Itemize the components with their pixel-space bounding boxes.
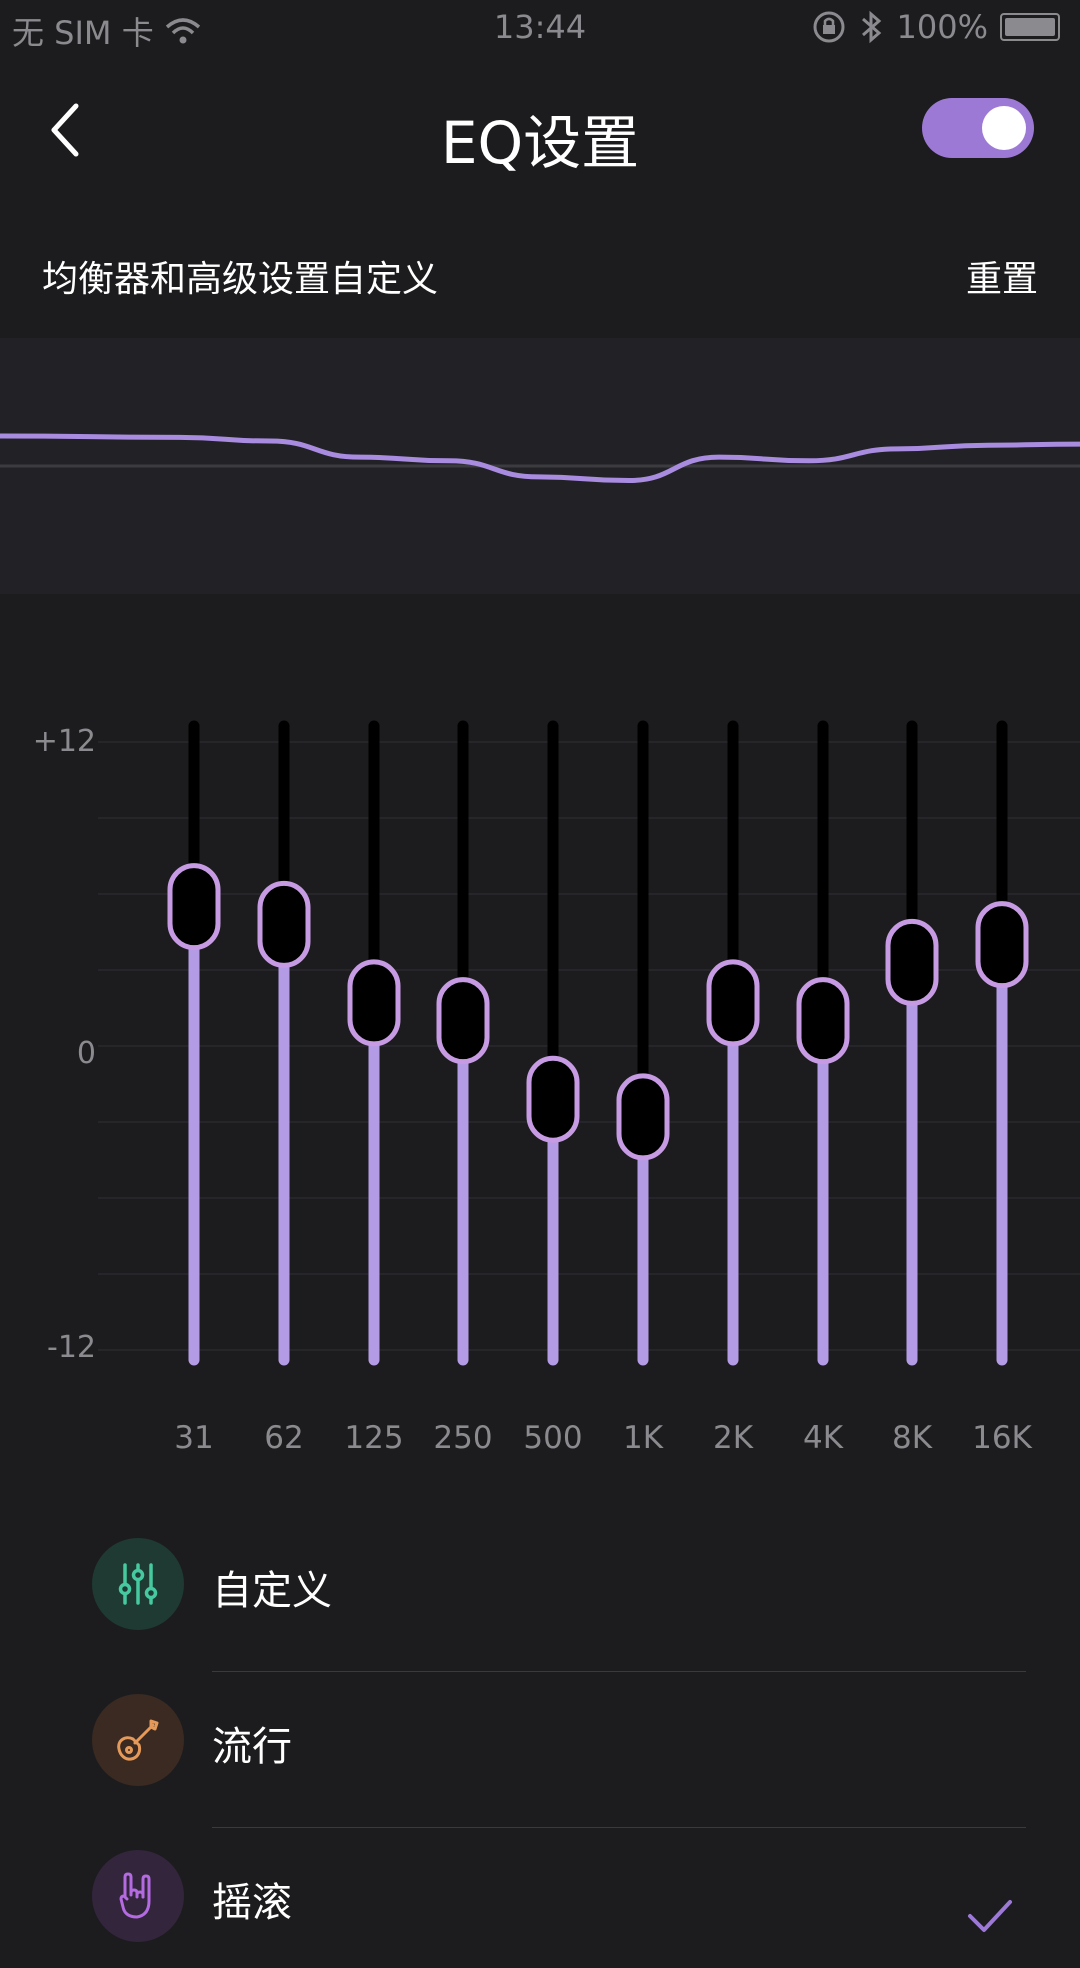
preset-label: 摇滚 (212, 1880, 292, 1926)
eq-sliders (0, 700, 1080, 1460)
status-time: 13:44 (493, 8, 587, 46)
preset-icon-bg (92, 1694, 184, 1786)
preset-item-custom[interactable]: 自定义 (0, 1500, 1080, 1672)
frequency-label: 16K (972, 1420, 1032, 1456)
preset-label: 流行 (212, 1724, 292, 1770)
slider-knob[interactable] (526, 1055, 580, 1143)
wifi-icon (165, 18, 200, 44)
eq-band-slider[interactable] (436, 720, 490, 1366)
frequency-label: 2K (712, 1420, 754, 1456)
slider-knob[interactable] (436, 977, 490, 1065)
slider-knob[interactable] (257, 880, 311, 968)
frequency-label: 4K (802, 1420, 844, 1456)
frequency-label: 125 (344, 1420, 404, 1456)
eq-enable-toggle[interactable] (922, 98, 1034, 158)
carrier-text: 无 SIM 卡 (12, 14, 154, 52)
eq-band-slider[interactable] (975, 720, 1029, 1366)
divider (212, 1671, 1026, 1672)
frequency-label: 62 (264, 1420, 304, 1456)
slider-knob[interactable] (796, 977, 850, 1065)
frequency-label: 500 (523, 1420, 583, 1456)
divider (212, 1827, 1026, 1828)
eq-slider-graph (98, 720, 1080, 1366)
subheader-description: 均衡器和高级设置自定义 (42, 259, 439, 300)
eq-band-slider[interactable] (347, 720, 401, 1366)
slider-knob[interactable] (347, 959, 401, 1047)
battery-icon (1000, 13, 1060, 41)
eq-band-slider[interactable] (526, 720, 580, 1366)
y-label-bottom: -12 (47, 1330, 96, 1365)
eq-band-slider[interactable] (167, 720, 221, 1366)
slider-knob[interactable] (975, 901, 1029, 989)
preset-label: 自定义 (212, 1568, 332, 1614)
status-bar: 无 SIM 卡 13:44 100% (0, 0, 1080, 56)
status-left: 无 SIM 卡 (12, 8, 202, 54)
eq-bands (167, 720, 1029, 1366)
preset-item-rock[interactable]: 摇滚 (0, 1812, 1080, 1968)
page-title: EQ设置 (440, 109, 640, 177)
frequency-label: 1K (622, 1420, 664, 1456)
rock-hand-icon (119, 1872, 151, 1919)
frequency-label: 250 (433, 1420, 493, 1456)
y-label-top: +12 (32, 724, 96, 759)
eq-curve-graph (0, 433, 1080, 484)
eq-gridlines (98, 741, 1080, 1351)
bluetooth-icon (861, 10, 881, 44)
back-button[interactable] (40, 92, 110, 168)
frequency-label: 31 (174, 1420, 214, 1456)
rotation-lock-icon (813, 11, 845, 43)
eq-band-slider[interactable] (796, 720, 850, 1366)
frequency-label: 8K (891, 1420, 933, 1456)
chevron-left-icon (51, 103, 79, 157)
preset-icon-bg (92, 1538, 184, 1630)
slider-knob[interactable] (167, 863, 221, 951)
guitar-icon (117, 1719, 159, 1761)
subheader: 均衡器和高级设置自定义 重置 (0, 240, 1080, 300)
checkmark-icon (968, 1900, 1012, 1932)
slider-knob[interactable] (706, 959, 760, 1047)
battery-percent: 100% (896, 8, 988, 46)
slider-knob[interactable] (616, 1073, 670, 1161)
eq-band-slider[interactable] (257, 720, 311, 1366)
eq-band-slider[interactable] (616, 720, 670, 1366)
header: EQ设置 (0, 70, 1080, 190)
slider-knob[interactable] (885, 918, 939, 1006)
eq-response-curve (0, 433, 1080, 484)
eq-curve-panel (0, 338, 1080, 594)
y-label-zero: 0 (76, 1036, 96, 1071)
eq-band-slider[interactable] (706, 720, 760, 1366)
sliders-icon (118, 1563, 158, 1605)
status-right: 100% (811, 8, 1060, 46)
reset-button[interactable]: 重置 (965, 259, 1038, 300)
toggle-knob (982, 106, 1026, 150)
preset-icon-bg (92, 1850, 184, 1942)
eq-band-slider[interactable] (885, 720, 939, 1366)
preset-item-pop[interactable]: 流行 (0, 1656, 1080, 1828)
